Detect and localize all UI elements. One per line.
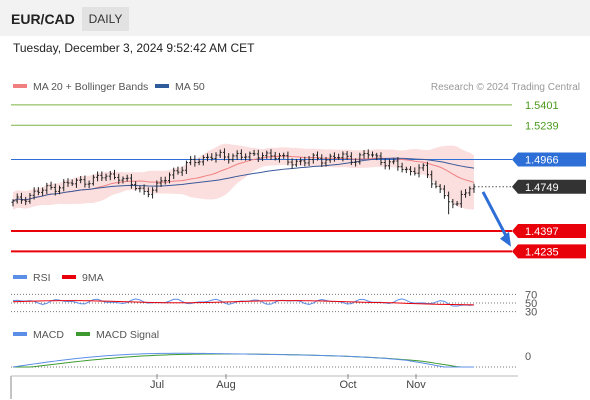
x-tick-label-aug: Aug <box>216 379 236 391</box>
level-label-text: 1.4235 <box>525 246 559 258</box>
bollinger-band <box>13 143 474 210</box>
level-label-box <box>512 223 586 238</box>
level-label-text: 1.4749 <box>525 182 559 194</box>
macd-tick-0: 0 <box>525 351 531 363</box>
legend-label-macd: MACD <box>33 329 64 341</box>
chart-credit: Research © 2024 Trading Central <box>431 82 580 93</box>
level-label-box <box>512 244 586 259</box>
macd-line <box>12 352 474 368</box>
timeframe-badge[interactable]: DAILY <box>82 7 129 31</box>
level-label-1-5401: 1.5401 <box>525 100 559 112</box>
level-label-1-5239: 1.5239 <box>525 120 559 132</box>
candles <box>11 148 476 215</box>
x-tick-label-jul: Jul <box>150 379 164 391</box>
legend-label-ma20: MA 20 + Bollinger Bands <box>33 81 148 93</box>
level-label-1-4397: 1.4397 <box>512 223 586 238</box>
legend-label-rsi: RSI <box>33 272 51 284</box>
legend-label-9ma: 9MA <box>82 272 104 284</box>
chart-timestamp: Tuesday, December 3, 2024 9:52:42 AM CET <box>13 41 255 55</box>
x-tick-label-oct: Oct <box>339 379 356 391</box>
x-tick-label-nov: Nov <box>406 379 426 391</box>
ma50-line <box>12 157 475 202</box>
rsi-tick-50: 50 <box>525 298 537 310</box>
forecast-arrow-shaft <box>481 191 510 241</box>
level-label-1-4966: 1.4966 <box>512 152 586 167</box>
level-label-1-4749: 1.4749 <box>512 179 586 194</box>
level-label-text: 1.4966 <box>525 155 559 167</box>
level-label-box <box>512 152 586 167</box>
legend-label-ma50: MA 50 <box>175 81 205 93</box>
rsi-tick-70: 70 <box>525 289 537 301</box>
rsi-ma-line <box>12 300 475 306</box>
level-label-text: 1.5239 <box>525 120 559 132</box>
rsi-tick-30: 30 <box>525 307 537 319</box>
instrument-title: EUR/CAD <box>11 11 75 27</box>
level-label-text: 1.4397 <box>525 226 559 238</box>
level-label-text: 1.5401 <box>525 100 559 112</box>
legend-label-macd-signal: MACD Signal <box>96 329 159 341</box>
level-label-box <box>512 179 586 194</box>
level-label-1-4235: 1.4235 <box>512 244 586 258</box>
forecast-arrow-head <box>500 231 511 247</box>
